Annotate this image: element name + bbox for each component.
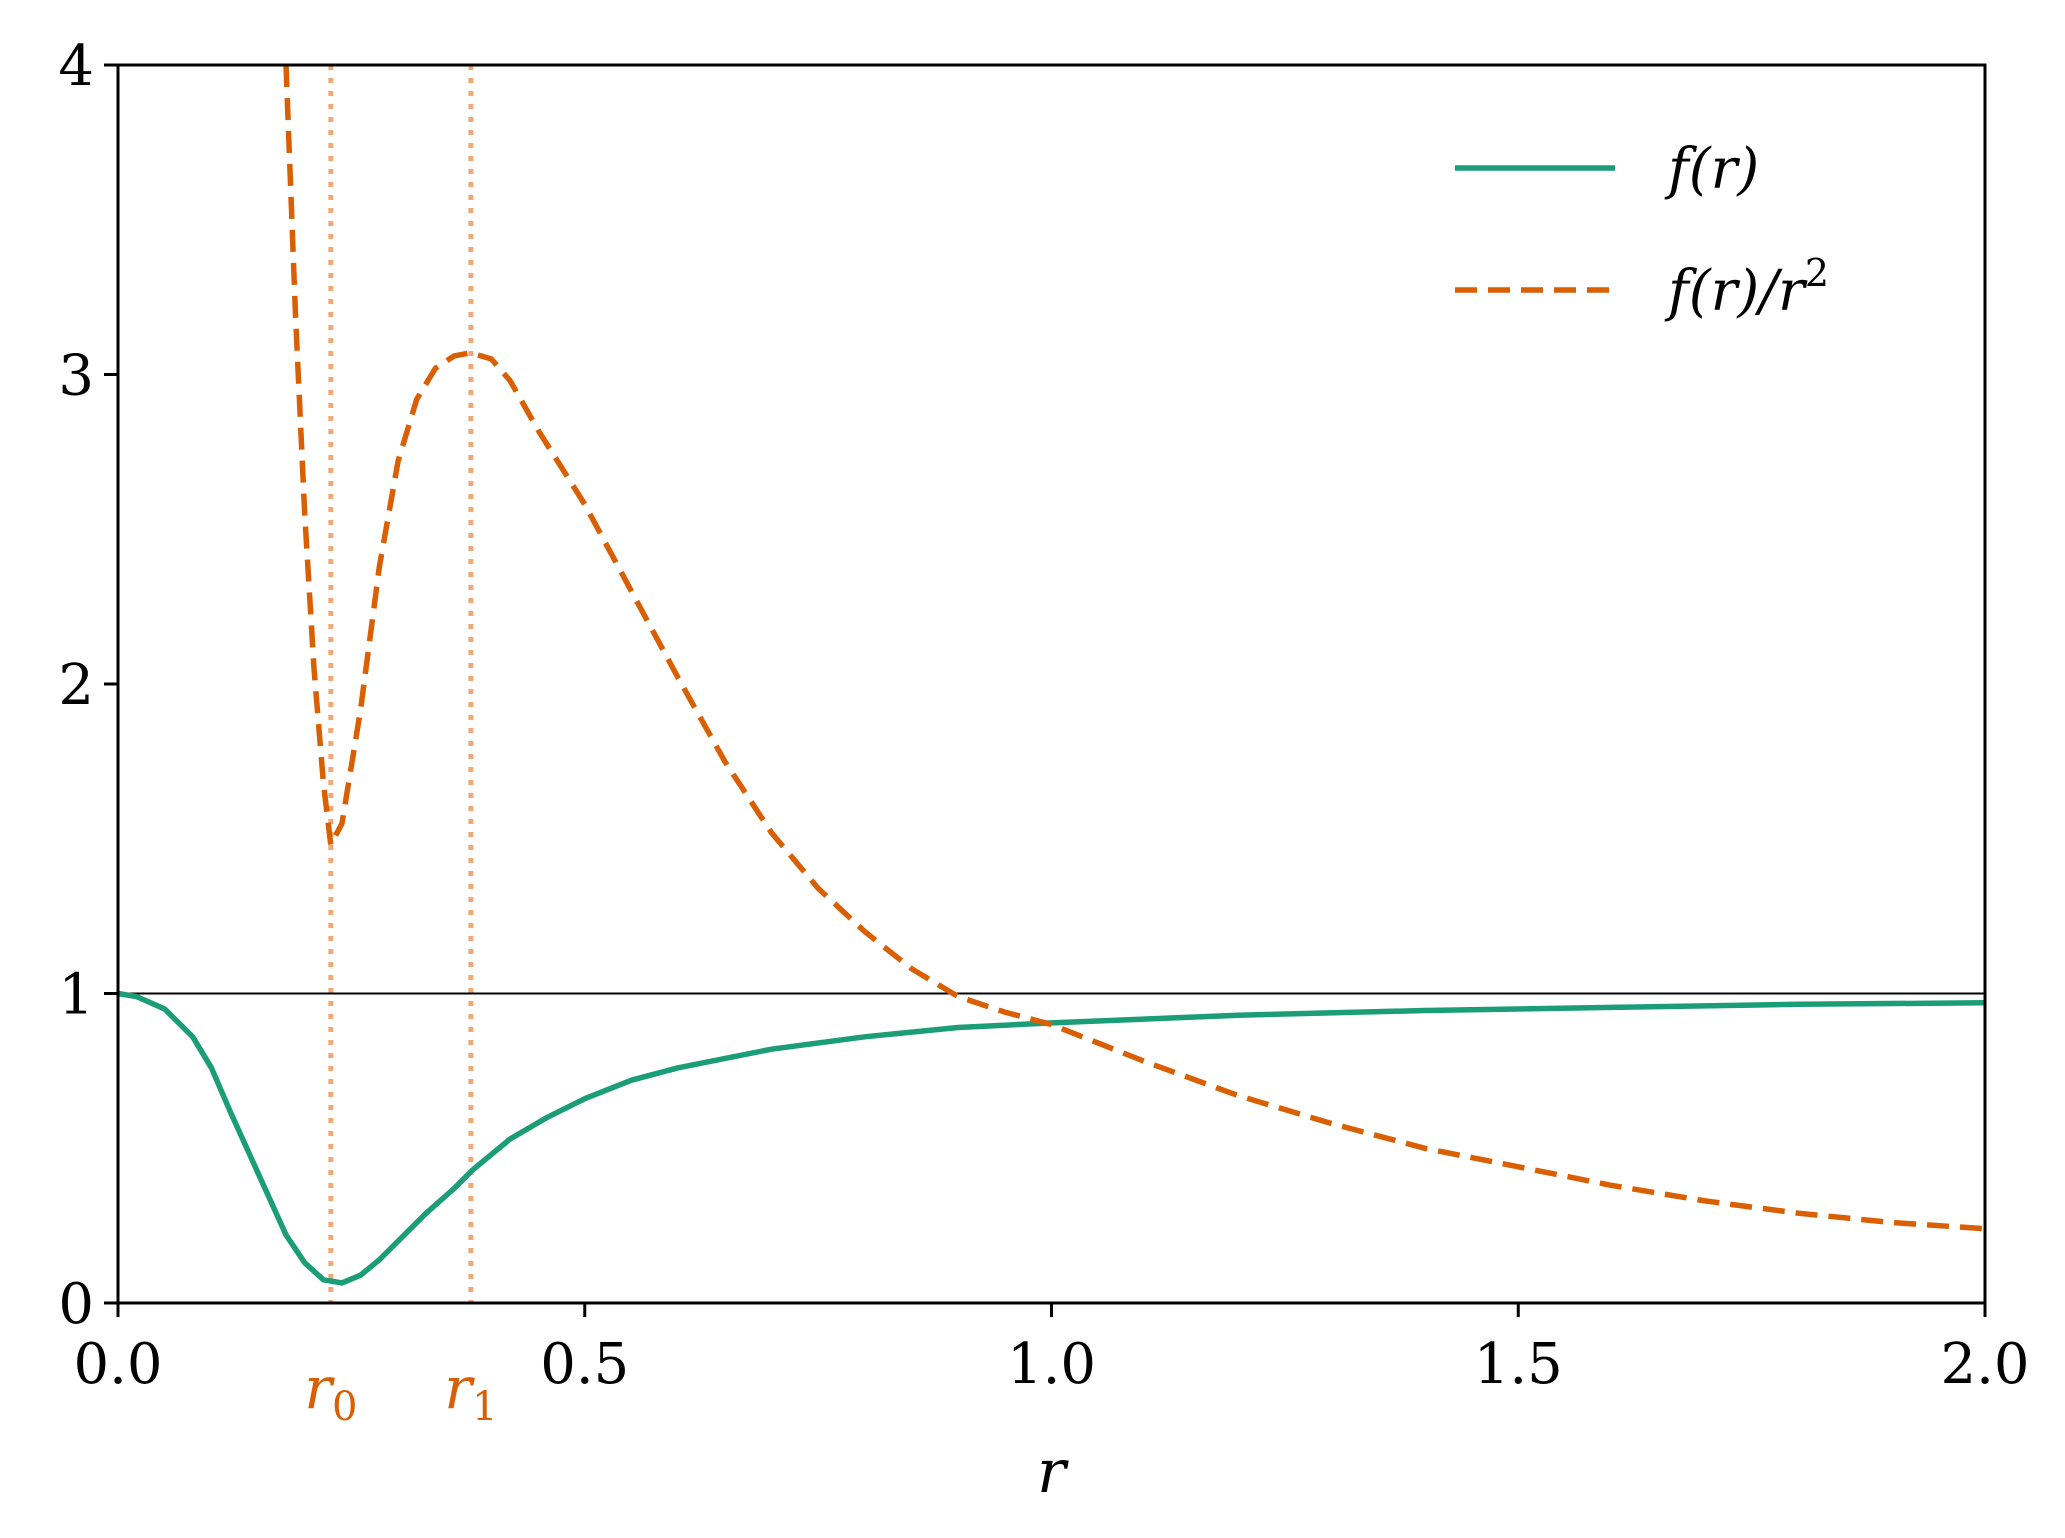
x-axis: 0.0 0.5 1.0 1.5 2.0 <box>73 1303 2030 1397</box>
y-tick-label-0: 0 <box>58 1272 94 1337</box>
legend: f(r) f(r)/r2 <box>1455 137 1829 324</box>
y-tick-label-4: 4 <box>58 34 94 99</box>
y-tick-label-1: 1 <box>58 963 94 1028</box>
x-tick-label-0: 0.0 <box>73 1332 162 1397</box>
plot-frame <box>116 63 1987 1305</box>
y-tick-label-2: 2 <box>58 653 94 718</box>
x-axis-title: r <box>1037 1437 1069 1507</box>
x-tick-label-1: 0.5 <box>540 1332 629 1397</box>
legend-label-0: f(r) <box>1664 137 1759 202</box>
marker-label-1: r1 <box>444 1354 497 1430</box>
legend-label-1: f(r)/r2 <box>1664 251 1829 324</box>
marker-lines <box>328 65 474 1303</box>
series-layer <box>117 64 1986 1286</box>
series-line-1 <box>283 64 1986 1232</box>
series-line-0 <box>117 990 1986 1286</box>
y-tick-label-3: 3 <box>58 344 94 409</box>
marker-labels: r0 r1 <box>304 1354 497 1430</box>
x-tick-label-3: 1.5 <box>1474 1332 1563 1397</box>
marker-label-0: r0 <box>304 1354 357 1430</box>
y-axis: 0 1 2 3 4 <box>58 34 118 1337</box>
x-tick-label-4: 2.0 <box>1940 1332 2029 1397</box>
x-tick-label-2: 1.0 <box>1007 1332 1096 1397</box>
